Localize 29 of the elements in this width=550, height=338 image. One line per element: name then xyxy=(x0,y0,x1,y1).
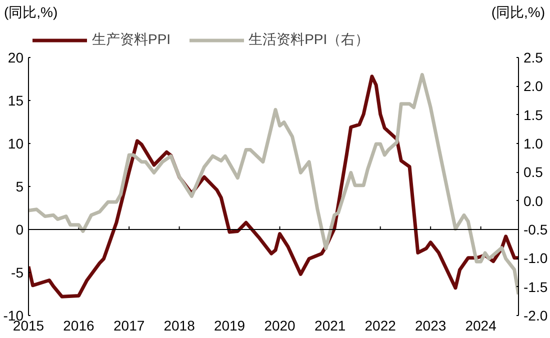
y2-tick-label: 0.5 xyxy=(524,164,544,180)
y-tick-label: 10 xyxy=(8,135,24,152)
y2-tick-label: -1.0 xyxy=(524,250,548,266)
x-tick-label: 2018 xyxy=(164,318,196,334)
x-tick-label: 2017 xyxy=(114,318,145,334)
x-tick-label: 2019 xyxy=(214,318,246,334)
x-tick-label: 2021 xyxy=(314,318,346,334)
y-tick-label: 20 xyxy=(8,49,24,66)
x-tick-label: 2024 xyxy=(465,318,497,334)
legend-label: 生活资料PPI（右） xyxy=(248,31,370,49)
y2-tick-label: 2.0 xyxy=(524,78,544,94)
y-tick-label: -5 xyxy=(11,264,24,280)
y2-tick-label: -1.5 xyxy=(524,278,548,295)
y-tick-label: 0 xyxy=(16,221,24,238)
y2-tick-label: 1.5 xyxy=(524,106,544,123)
x-tick-label: 2016 xyxy=(63,318,95,334)
x-tick-label: 2020 xyxy=(264,318,296,334)
y2-axis-title: (同比,%) xyxy=(491,3,545,22)
y2-tick-label: 1.0 xyxy=(524,135,544,152)
y-tick-label: 15 xyxy=(8,92,24,108)
y-tick-label: 5 xyxy=(16,178,24,194)
x-tick-label: 2023 xyxy=(415,318,446,334)
x-tick-label: 2022 xyxy=(364,318,396,334)
y2-tick-label: 0.0 xyxy=(524,192,544,209)
y2-tick-label: -0.5 xyxy=(524,221,548,238)
legend-label: 生产资料PPI xyxy=(92,31,171,49)
y-axis-title: (同比,%) xyxy=(4,3,58,22)
y2-tick-label: 2.5 xyxy=(524,49,544,66)
y2-tick-label: -2.0 xyxy=(524,308,548,324)
